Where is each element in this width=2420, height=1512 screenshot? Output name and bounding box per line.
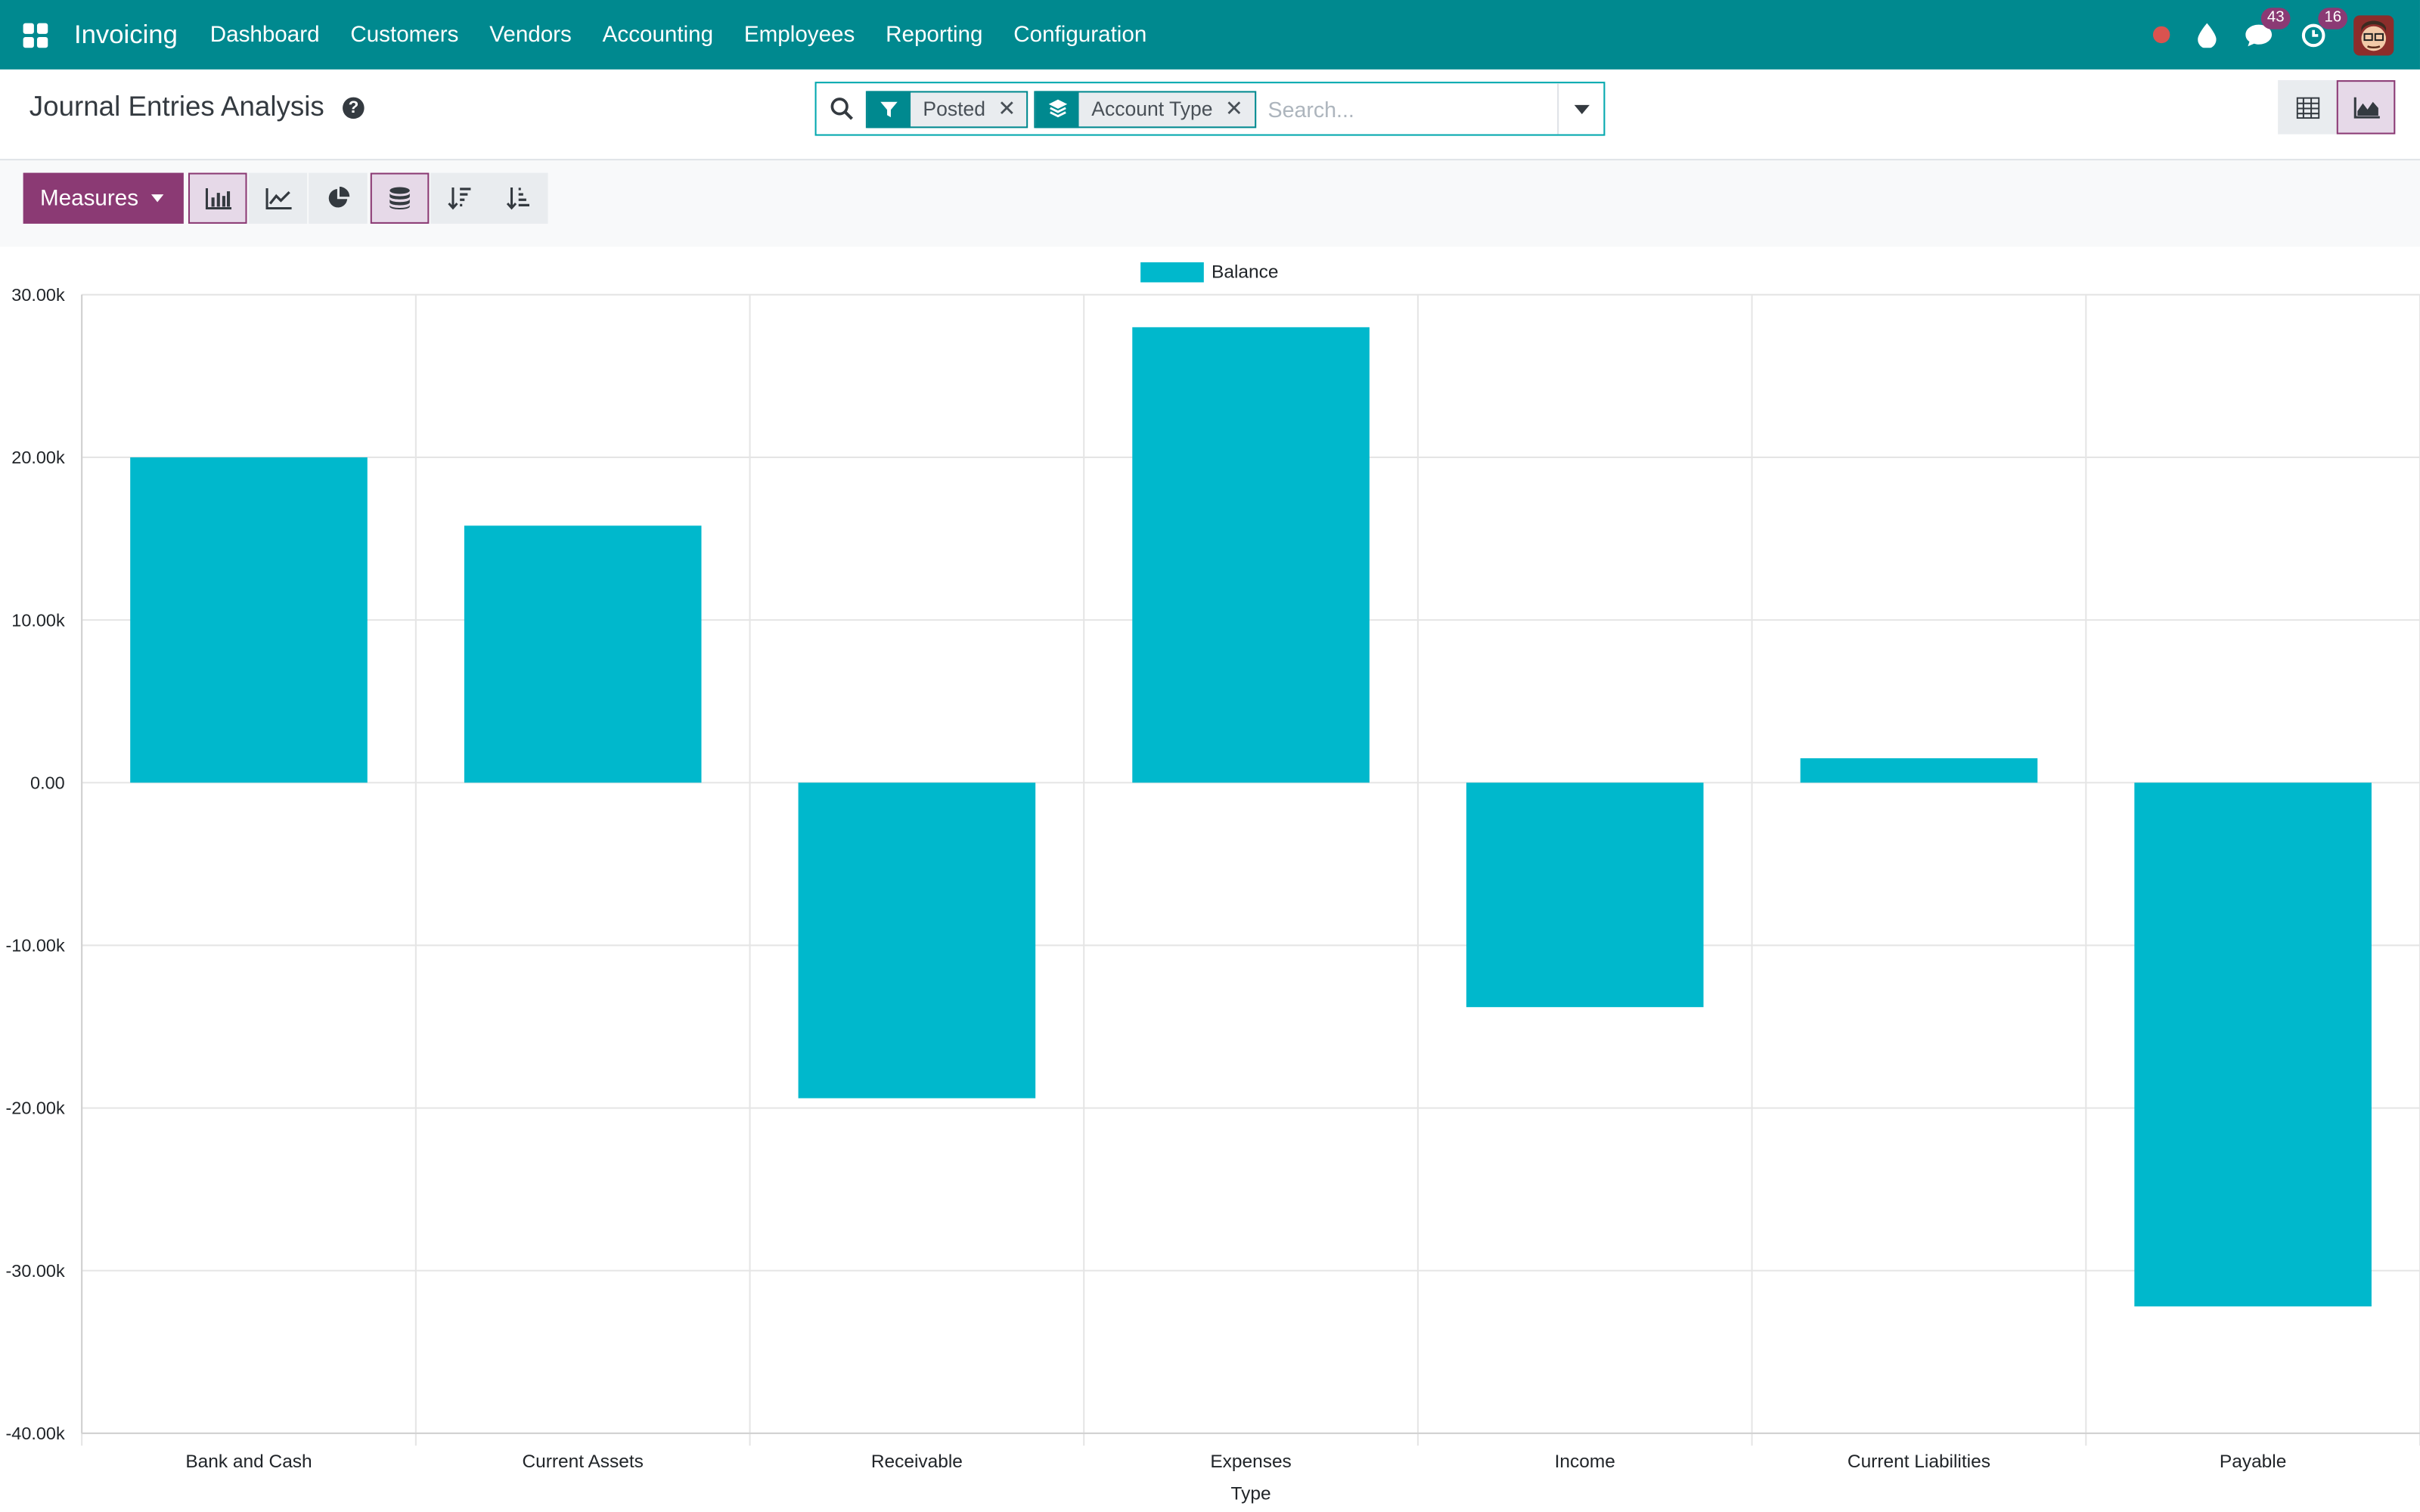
menu-vendors[interactable]: Vendors <box>489 22 572 48</box>
x-axis-title: Type <box>1231 1484 1271 1504</box>
top-navbar: Invoicing Dashboard Customers Vendors Ac… <box>0 0 2420 70</box>
search-bar: Posted ✕ Account Type ✕ <box>814 82 1606 136</box>
measures-button[interactable]: Measures <box>23 172 184 224</box>
bar-expenses <box>1132 327 1370 783</box>
bar-chart: 30.00k 20.00k 10.00k 0.00 -10.00k -20.00k -30.… <box>5 262 2420 1504</box>
bar-chart-button[interactable] <box>188 172 247 224</box>
menu-dashboard[interactable]: Dashboard <box>209 22 320 48</box>
x-tick-label: Payable <box>2220 1452 2286 1472</box>
measures-label: Measures <box>40 185 139 211</box>
bar-chart-icon <box>204 187 231 209</box>
group-by-icon <box>1035 90 1079 128</box>
systray: 43 16 <box>2152 0 2420 70</box>
sort-descending-icon <box>448 187 471 210</box>
facet-remove-icon[interactable]: ✕ <box>997 95 1016 121</box>
y-tick-label: 30.00k <box>11 285 65 305</box>
main-menu: Dashboard Customers Vendors Accounting E… <box>194 23 1162 48</box>
facet-posted: Posted ✕ <box>865 90 1028 128</box>
line-chart-icon <box>265 187 291 209</box>
search-input[interactable] <box>1267 87 1531 131</box>
recording-dot-icon[interactable] <box>2152 26 2170 44</box>
breadcrumb: Journal Entries Analysis ? <box>29 91 365 123</box>
menu-customers[interactable]: Customers <box>350 22 459 48</box>
help-icon[interactable]: ? <box>343 96 365 119</box>
y-tick-label: -20.00k <box>5 1098 65 1118</box>
x-tick-label: Current Liabilities <box>1848 1452 1990 1472</box>
activities-count-badge: 16 <box>2318 7 2348 29</box>
bar-payable <box>2134 782 2372 1307</box>
facet-label: Posted <box>923 97 986 121</box>
legend-label: Balance <box>1212 262 1278 282</box>
menu-configuration[interactable]: Configuration <box>1013 22 1147 48</box>
database-stack-icon <box>389 187 410 210</box>
control-panel: Journal Entries Analysis ? Posted ✕ Acco… <box>0 70 2420 161</box>
filter-icon <box>867 90 911 128</box>
search-icon[interactable] <box>817 83 866 134</box>
menu-reporting[interactable]: Reporting <box>886 22 983 48</box>
facet-account-type: Account Type ✕ <box>1034 90 1256 128</box>
page-title: Journal Entries Analysis <box>29 91 324 122</box>
x-tick-label: Income <box>1555 1452 1615 1472</box>
stacked-toggle-button[interactable] <box>370 172 430 224</box>
legend-swatch <box>1140 262 1204 283</box>
facet-remove-icon[interactable]: ✕ <box>1224 95 1243 121</box>
drop-icon[interactable] <box>2198 22 2217 48</box>
pie-chart-button[interactable] <box>309 172 368 224</box>
pivot-view-button[interactable] <box>2278 80 2337 135</box>
graph-view-button[interactable] <box>2336 80 2396 135</box>
y-tick-label: 0.00 <box>30 773 65 792</box>
bar-receivable <box>798 782 1036 1098</box>
y-tick-label: -30.00k <box>5 1261 65 1281</box>
sort-ascending-icon <box>506 187 529 210</box>
bar-income <box>1466 782 1704 1008</box>
user-avatar[interactable] <box>2353 14 2394 55</box>
x-tick-label: Receivable <box>871 1452 963 1472</box>
sort-ascending-button[interactable] <box>489 172 548 224</box>
app-name[interactable]: Invoicing <box>73 19 178 49</box>
menu-accounting[interactable]: Accounting <box>602 22 714 48</box>
bar-bank-and-cash <box>130 457 368 783</box>
x-tick-label: Current Assets <box>522 1452 643 1472</box>
sort-descending-button[interactable] <box>430 172 489 224</box>
view-switcher <box>2278 80 2396 135</box>
area-chart-icon <box>2353 96 2379 118</box>
line-chart-button[interactable] <box>248 172 308 224</box>
table-icon <box>2295 96 2319 119</box>
graph-area: 30.00k 20.00k 10.00k 0.00 -10.00k -20.00k -30.… <box>0 247 2420 1512</box>
y-tick-label: -40.00k <box>5 1424 65 1443</box>
messages-count-badge: 43 <box>2260 7 2291 29</box>
y-tick-label: 10.00k <box>11 610 65 630</box>
bar-current-liabilities <box>1800 758 2038 783</box>
x-tick-label: Expenses <box>1210 1452 1291 1472</box>
x-tick-label: Bank and Cash <box>185 1452 312 1472</box>
messages-icon[interactable]: 43 <box>2244 7 2291 48</box>
apps-menu-icon[interactable] <box>23 22 48 48</box>
pie-chart-icon <box>327 186 349 208</box>
caret-down-icon <box>150 194 163 203</box>
facet-label: Account Type <box>1091 97 1213 121</box>
menu-employees[interactable]: Employees <box>743 22 855 48</box>
graph-toolbar: Measures <box>0 160 2420 247</box>
bar-current-assets <box>464 525 702 783</box>
y-tick-label: -10.00k <box>5 936 65 956</box>
y-tick-label: 20.00k <box>11 448 65 467</box>
activities-clock-icon[interactable]: 16 <box>2301 7 2348 48</box>
search-options-toggle[interactable] <box>1557 83 1603 135</box>
